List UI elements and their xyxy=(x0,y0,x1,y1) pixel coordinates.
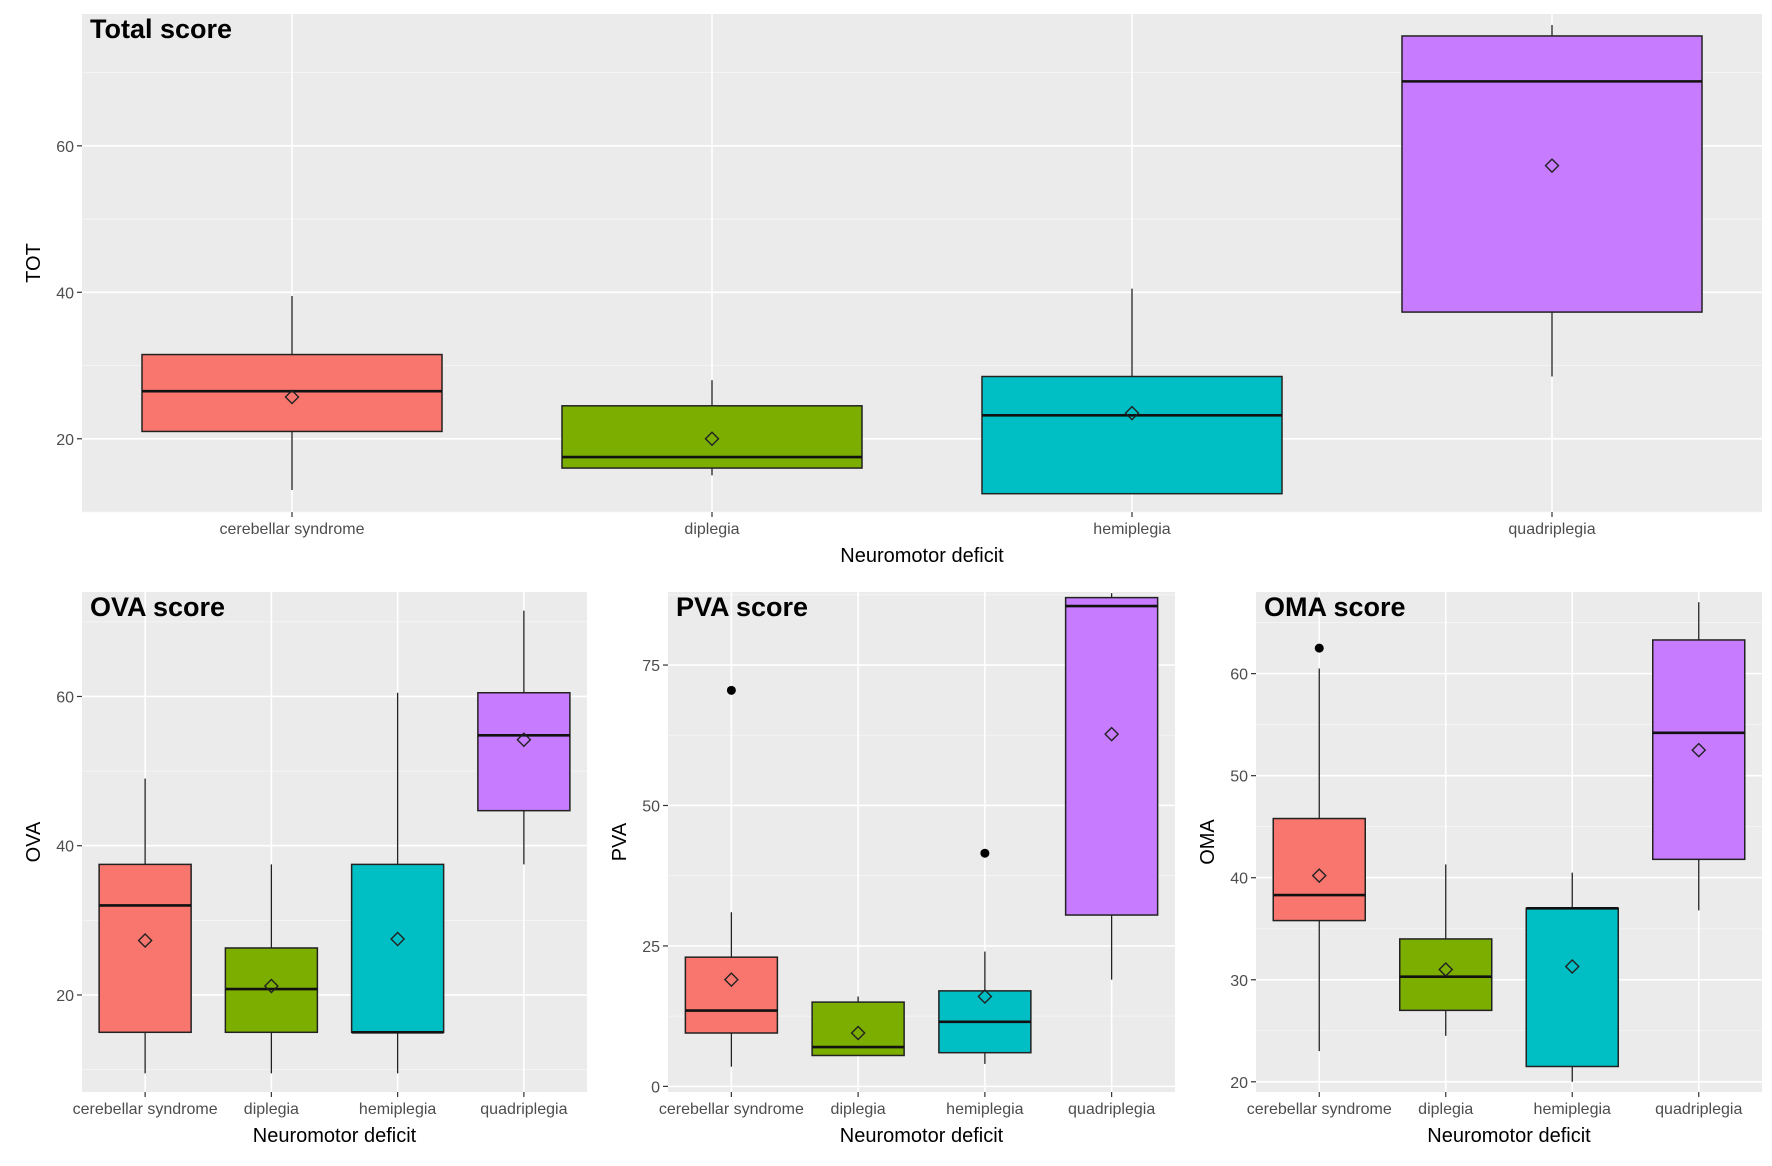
box-hemiplegia xyxy=(1525,907,1619,1068)
x-axis-title: Neuromotor deficit xyxy=(840,545,1004,567)
mean-marker xyxy=(1124,405,1140,421)
mean-marker xyxy=(516,732,532,748)
panel-title: OMA score xyxy=(1264,592,1406,622)
outlier-point xyxy=(1314,643,1324,653)
y-tick-label: 25 xyxy=(642,939,660,956)
x-tick-label: hemiplegia xyxy=(946,1101,1023,1118)
y-tick-label: 60 xyxy=(56,689,74,706)
box-cerebellar-syndrome xyxy=(141,353,443,433)
y-tick-label: 40 xyxy=(56,839,74,856)
total-score-panel: 20 40 60 cerebellar syndrome diplegia hemiple… xyxy=(23,14,1762,567)
y-axis-title: TOT xyxy=(23,243,45,283)
y-tick-label: 50 xyxy=(1230,769,1248,786)
x-tick-label: diplegia xyxy=(1418,1101,1473,1118)
x-tick-label: cerebellar syndrome xyxy=(659,1101,804,1118)
oma-score-panel: 20 30 40 50 60 cerebellar syndrome diplegia hem… xyxy=(1197,592,1762,1147)
x-tick-label: quadriplegia xyxy=(480,1101,567,1118)
y-tick-label: 60 xyxy=(56,139,74,156)
x-axis-title: Neuromotor deficit xyxy=(253,1125,417,1147)
mean-marker xyxy=(137,933,153,948)
mean-marker xyxy=(1311,868,1327,884)
y-tick-label: 40 xyxy=(56,285,74,302)
mean-marker xyxy=(723,972,739,988)
y-axis-title: PVA xyxy=(609,822,631,861)
mean-marker xyxy=(263,978,279,994)
y-tick-label: 0 xyxy=(651,1079,660,1096)
y-tick-label: 20 xyxy=(56,988,74,1005)
x-tick-label: quadriplegia xyxy=(1508,521,1595,538)
box-quadriplegia xyxy=(1652,639,1746,861)
mean-marker xyxy=(704,431,720,447)
pva-score-panel: 0 25 50 75 cerebellar syndrome diplegia hemipl… xyxy=(609,592,1175,1147)
y-tick-label: 40 xyxy=(1230,871,1248,888)
mean-marker xyxy=(1564,959,1580,974)
mean-marker xyxy=(390,931,406,947)
y-axis-title: OMA xyxy=(1197,819,1219,865)
x-tick-label: cerebellar syndrome xyxy=(73,1101,218,1118)
mean-marker xyxy=(977,989,993,1004)
y-tick-label: 30 xyxy=(1230,973,1248,990)
mean-marker xyxy=(1438,962,1454,978)
x-tick-label: diplegia xyxy=(244,1101,299,1118)
x-tick-label: cerebellar syndrome xyxy=(1247,1101,1392,1118)
outlier-point xyxy=(726,685,736,695)
y-tick-label: 20 xyxy=(56,432,74,449)
x-tick-label: hemiplegia xyxy=(1093,521,1170,538)
y-tick-label: 75 xyxy=(642,658,660,675)
box-quadriplegia xyxy=(1064,596,1159,916)
box-quadriplegia xyxy=(477,691,571,812)
x-tick-label: hemiplegia xyxy=(1534,1101,1611,1118)
ova-score-panel: 20 40 60 cerebellar syndrome diplegia hemiple… xyxy=(23,592,587,1147)
x-tick-label: diplegia xyxy=(831,1101,886,1118)
box-cerebellar-syndrome xyxy=(684,956,779,1034)
panel-title: Total score xyxy=(90,14,232,44)
mean-marker xyxy=(850,1025,866,1041)
mean-marker xyxy=(1544,158,1560,174)
y-tick-label: 20 xyxy=(1230,1075,1248,1092)
mean-marker xyxy=(1104,726,1120,742)
x-axis-title: Neuromotor deficit xyxy=(840,1125,1004,1147)
box-diplegia xyxy=(561,405,863,469)
outlier-point xyxy=(980,848,990,858)
y-axis-title: OVA xyxy=(23,821,45,862)
mean-marker xyxy=(284,389,300,405)
box-cerebellar-syndrome xyxy=(98,863,192,1034)
mean-marker xyxy=(1691,742,1707,758)
x-tick-label: quadriplegia xyxy=(1655,1101,1742,1118)
box-hemiplegia xyxy=(981,375,1283,495)
x-axis-title: Neuromotor deficit xyxy=(1427,1125,1591,1147)
x-tick-label: cerebellar syndrome xyxy=(220,521,365,538)
y-tick-label: 50 xyxy=(642,798,660,815)
box-hemiplegia xyxy=(350,863,445,1034)
box-diplegia xyxy=(1399,938,1493,1012)
box-quadriplegia xyxy=(1401,35,1703,313)
x-tick-label: diplegia xyxy=(684,521,739,538)
panel-title: PVA score xyxy=(676,592,808,622)
y-tick-label: 60 xyxy=(1230,667,1248,684)
panel-title: OVA score xyxy=(90,592,225,622)
x-tick-label: hemiplegia xyxy=(359,1101,436,1118)
x-tick-label: quadriplegia xyxy=(1068,1101,1155,1118)
